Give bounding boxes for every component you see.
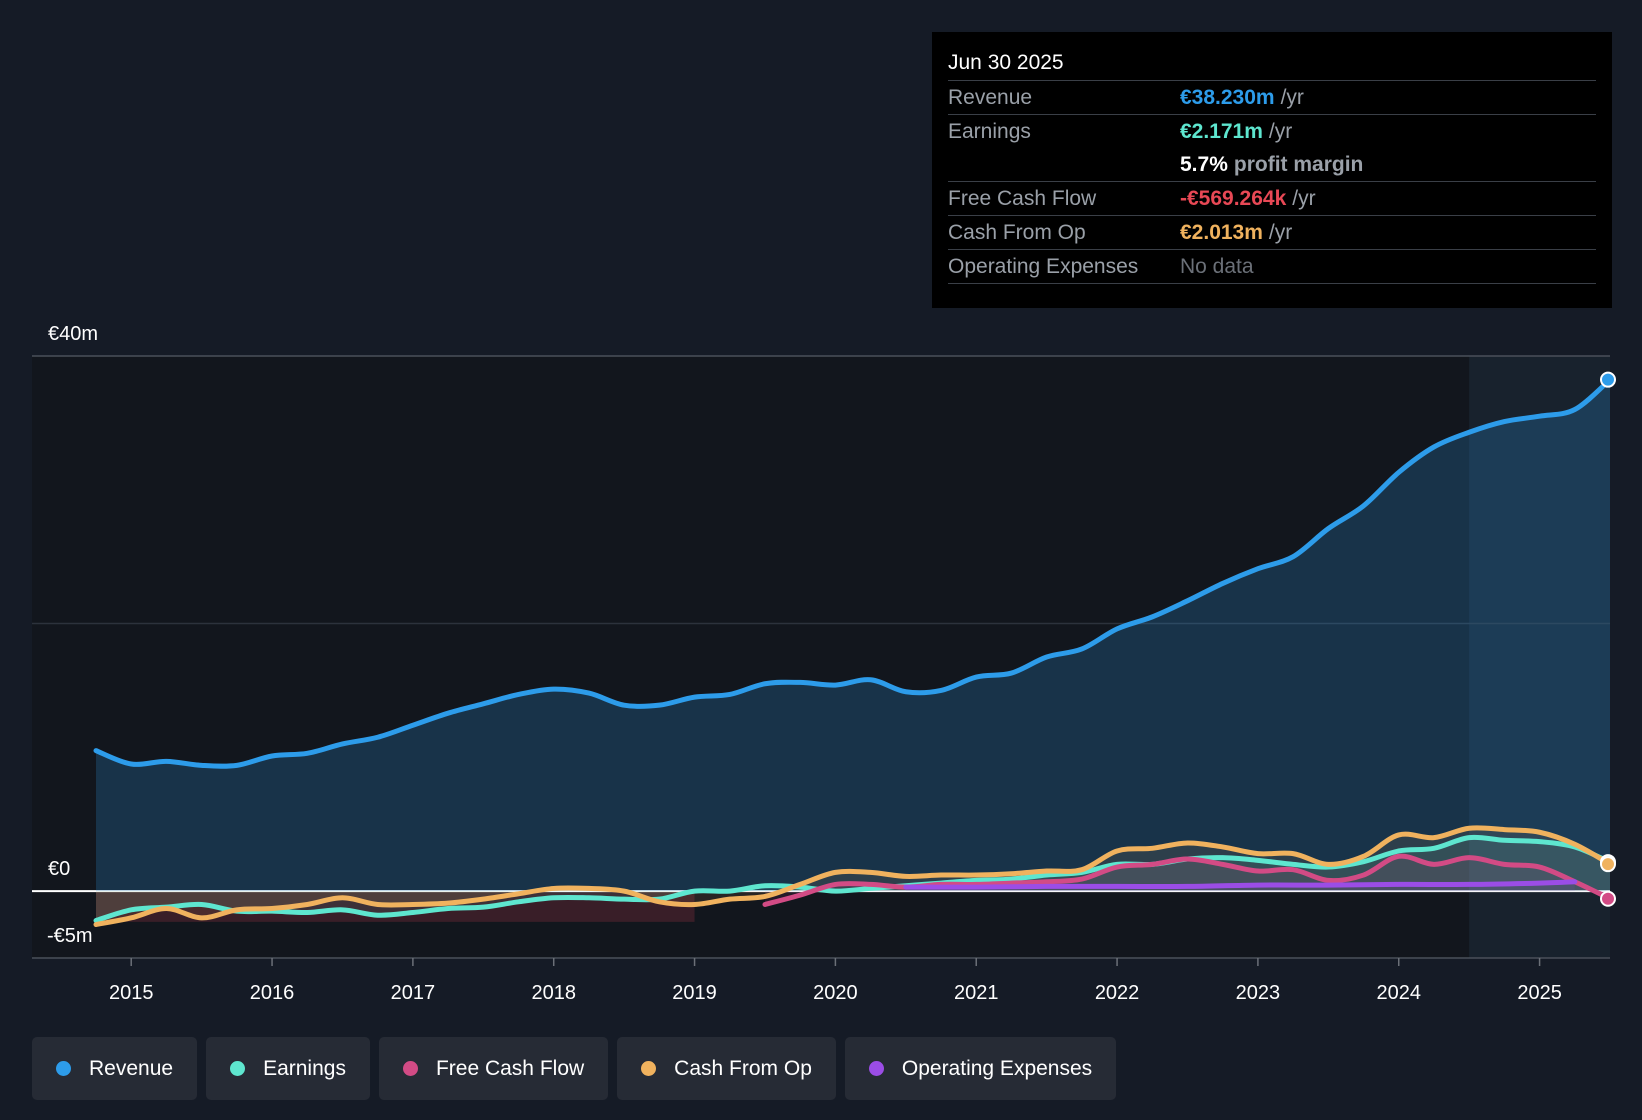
x-tick-label: 2017	[391, 982, 436, 1004]
tooltip-value: €38.230m	[1180, 86, 1275, 109]
y-axis-labels: €40m €0 -€5m	[47, 323, 98, 947]
legend-dot-icon	[56, 1061, 71, 1076]
tooltip-row-revenue: Revenue €38.230m /yr	[948, 81, 1596, 115]
tooltip-value: 5.7%	[1180, 153, 1228, 176]
free-cash-flow-area	[764, 856, 1610, 905]
y-axis-label: -€5m	[47, 925, 93, 947]
legend-item-earnings[interactable]: Earnings	[206, 1037, 370, 1100]
tooltip-value: No data	[1180, 255, 1254, 278]
legend-label: Operating Expenses	[901, 1056, 1093, 1080]
tooltip-unit: /yr	[1268, 120, 1293, 143]
x-axis-ticks: 2015 2016 2017 2018 2019 2020 2021 2022 2023 2024…	[109, 958, 1562, 1004]
cash-from-op-line	[93, 825, 1610, 928]
tooltip-row-operating-expenses: Operating Expenses No data	[948, 250, 1596, 284]
x-tick-label: 2025	[1517, 982, 1562, 1004]
legend-item-cash-from-op[interactable]: Cash From Op	[617, 1037, 836, 1100]
legend-item-free-cash-flow[interactable]: Free Cash Flow	[378, 1037, 609, 1100]
plot-background	[32, 356, 1610, 958]
tooltip-label	[948, 148, 1180, 181]
chart-legend: Revenue Earnings Free Cash Flow Cash Fro…	[32, 1037, 1117, 1100]
legend-dot-icon	[402, 1061, 418, 1076]
series-endpoints	[1600, 371, 1616, 907]
tooltip-unit: /yr	[1280, 86, 1304, 109]
tooltip-row-earnings: Earnings €2.171m /yr	[948, 115, 1596, 148]
tooltip-date: Jun 30 2025	[948, 46, 1596, 81]
legend-dot-icon	[641, 1061, 657, 1076]
tooltip-unit: /yr	[1292, 187, 1316, 210]
legend-label: Earnings	[263, 1056, 346, 1080]
tooltip-row-free-cash-flow: Free Cash Flow -€569.264k /yr	[948, 182, 1596, 216]
tooltip-label: Free Cash Flow	[948, 187, 1097, 210]
tooltip-value: €2.013m	[1180, 221, 1263, 244]
tooltip-label: Operating Expenses	[948, 255, 1139, 278]
cash-from-op-area	[96, 827, 1610, 925]
revenue-area	[96, 379, 1610, 892]
legend-label: Free Cash Flow	[435, 1056, 585, 1080]
x-tick-label: 2023	[1236, 982, 1281, 1004]
revenue-line	[93, 377, 1610, 769]
tooltip-row-cash-from-op: Cash From Op €2.013m /yr	[948, 216, 1596, 250]
x-tick-label: 2016	[250, 982, 295, 1004]
x-tick-label: 2024	[1376, 982, 1421, 1004]
y-axis-label: €0	[48, 858, 70, 880]
tooltip-label: Earnings	[948, 120, 1031, 143]
legend-item-operating-expenses[interactable]: Operating Expenses	[844, 1037, 1117, 1100]
series-lines	[93, 377, 1610, 928]
x-tick-label: 2021	[954, 982, 999, 1004]
legend-label: Revenue	[89, 1056, 174, 1080]
revenue-endpoint	[1600, 371, 1616, 388]
operating-expenses-line	[903, 879, 1578, 890]
tooltip-unit: /yr	[1268, 221, 1293, 244]
x-tick-label: 2015	[109, 982, 154, 1004]
tooltip-row-profit-margin: 5.7% profit margin	[948, 148, 1596, 182]
x-tick-label: 2018	[531, 982, 576, 1004]
x-tick-label: 2022	[1095, 982, 1140, 1004]
tooltip-value: -€569.264k	[1180, 187, 1287, 210]
tooltip-value: €2.171m	[1180, 120, 1263, 143]
legend-dot-icon	[230, 1061, 246, 1076]
tooltip-label: Cash From Op	[948, 221, 1086, 244]
legend-item-revenue[interactable]: Revenue	[32, 1037, 198, 1100]
forecast-highlight-band	[1469, 356, 1610, 958]
tooltip-unit: profit margin	[1233, 153, 1364, 176]
y-axis-label: €40m	[48, 323, 98, 345]
cash-from-op-endpoint	[1600, 856, 1616, 873]
legend-label: Cash From Op	[674, 1056, 812, 1080]
earnings-line	[93, 834, 1610, 924]
x-tick-label: 2019	[672, 982, 717, 1004]
tooltip-panel: Jun 30 2025 Revenue €38.230m /yr Earning…	[932, 32, 1612, 308]
tooltip-label: Revenue	[948, 86, 1033, 109]
legend-dot-icon	[868, 1061, 884, 1076]
x-tick-label: 2020	[813, 982, 858, 1004]
free-cash-flow-endpoint	[1600, 890, 1616, 907]
